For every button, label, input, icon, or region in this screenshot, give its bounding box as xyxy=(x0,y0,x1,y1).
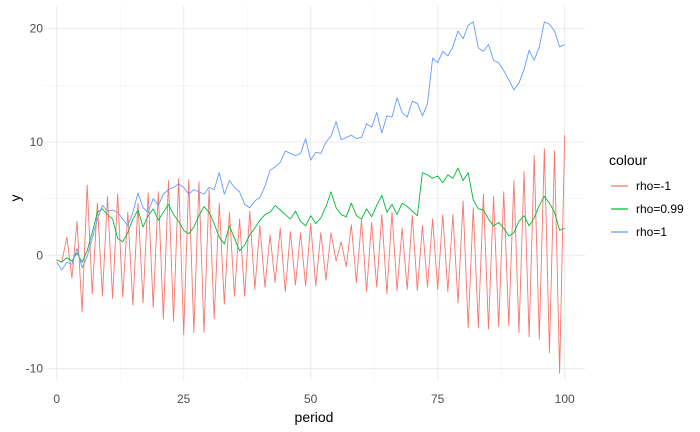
x-tick-label: 50 xyxy=(304,392,318,406)
y-tick-label: 0 xyxy=(36,248,43,262)
series-line-rho-1 xyxy=(56,135,566,374)
legend: colour rho=-1 rho=0.99 rho=1 xyxy=(609,152,684,239)
y-axis-tick-labels: -10 0 10 20 xyxy=(26,22,44,376)
major-gridlines xyxy=(44,6,585,380)
y-tick-label: -10 xyxy=(26,362,44,376)
x-tick-label: 100 xyxy=(555,392,575,406)
y-tick-label: 10 xyxy=(30,135,44,149)
x-axis-title: period xyxy=(295,409,334,425)
y-axis-title: y xyxy=(7,195,23,202)
legend-label: rho=-1 xyxy=(636,179,671,193)
y-tick-label: 20 xyxy=(30,22,44,36)
legend-label: rho=1 xyxy=(636,225,667,239)
legend-title: colour xyxy=(609,152,647,168)
minor-gridlines xyxy=(44,6,585,380)
legend-items: rho=-1 rho=0.99 rho=1 xyxy=(611,179,684,239)
x-tick-label: 75 xyxy=(431,392,445,406)
legend-label: rho=0.99 xyxy=(636,202,684,216)
series-lines xyxy=(56,21,566,374)
x-tick-label: 25 xyxy=(177,392,191,406)
series-line-rho-0-99 xyxy=(56,167,565,263)
x-axis-tick-labels: 0 25 50 75 100 xyxy=(53,392,575,406)
series-line-rho-1 xyxy=(56,21,565,271)
x-tick-label: 0 xyxy=(53,392,60,406)
